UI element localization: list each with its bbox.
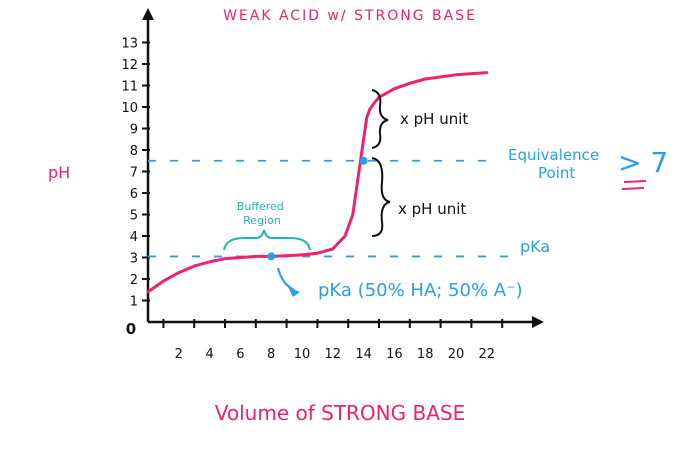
y-tick-label: 1 <box>130 295 138 310</box>
y-tick-label: 6 <box>130 187 138 202</box>
x-tick-label: 14 <box>355 347 372 362</box>
x-tick-label: 4 <box>205 347 213 362</box>
equivalence-label-text: Equivalence <box>508 146 599 164</box>
x-tick-label: 12 <box>325 347 342 362</box>
x-tick-label: 2 <box>175 347 183 362</box>
equivalence-label: Equivalence Point <box>508 146 604 182</box>
equivalence-note: > 7 <box>618 146 668 179</box>
y-tick-label: 10 <box>121 101 138 116</box>
x-tick-label: 22 <box>479 347 496 362</box>
x-tick-label: 16 <box>386 347 403 362</box>
pka-callout: pKa (50% HA; 50% A⁻) <box>318 280 523 301</box>
y-tick-label: 12 <box>121 58 138 73</box>
buffered-region-brace <box>223 229 311 251</box>
y-tick-label: 13 <box>121 37 138 52</box>
buffered-region-label: Buffered Region <box>237 200 287 227</box>
y-tick-label: 7 <box>130 166 138 181</box>
buffered-region-label-line2: Region <box>243 214 281 227</box>
chart-title: WEAK ACID w/ STRONG BASE <box>223 8 477 24</box>
x-tick-label: 6 <box>236 347 244 362</box>
y-tick-label: 11 <box>121 80 138 95</box>
y-tick-label: 3 <box>130 252 138 267</box>
x-axis-label: Volume of STRONG BASE <box>215 401 465 425</box>
x-tick-label: 8 <box>267 347 275 362</box>
origin-label: 0 <box>126 320 136 338</box>
buffered-region-label-line1: Buffered <box>237 200 284 213</box>
equivalence-point-marker <box>359 156 368 165</box>
x-axis <box>148 316 544 328</box>
y-tick-label: 2 <box>130 273 138 288</box>
y-tick-label: 4 <box>130 230 138 245</box>
x-tick-label: 10 <box>294 347 311 362</box>
underline-mark <box>621 180 647 190</box>
x-ticks: 2 4 6 8 10 12 14 16 18 20 22 <box>162 319 504 362</box>
x-tick-label: 18 <box>417 347 434 362</box>
upper-brace <box>371 89 389 149</box>
pka-point-marker <box>267 252 276 261</box>
y-tick-label: 8 <box>130 144 138 159</box>
x-tick-label: 20 <box>448 347 465 362</box>
lower-brace-label: x pH unit <box>398 200 466 218</box>
upper-brace-label: x pH unit <box>400 110 468 128</box>
y-tick-label: 9 <box>130 123 138 138</box>
pka-callout-arrow <box>276 267 300 297</box>
y-axis-label: pH <box>48 163 70 182</box>
equivalence-label-line2: Point <box>538 164 575 182</box>
y-axis <box>142 8 154 322</box>
lower-brace <box>371 157 391 237</box>
y-tick-label: 5 <box>130 209 138 224</box>
titration-curve <box>146 71 489 294</box>
pka-line-label: pKa <box>520 237 550 256</box>
